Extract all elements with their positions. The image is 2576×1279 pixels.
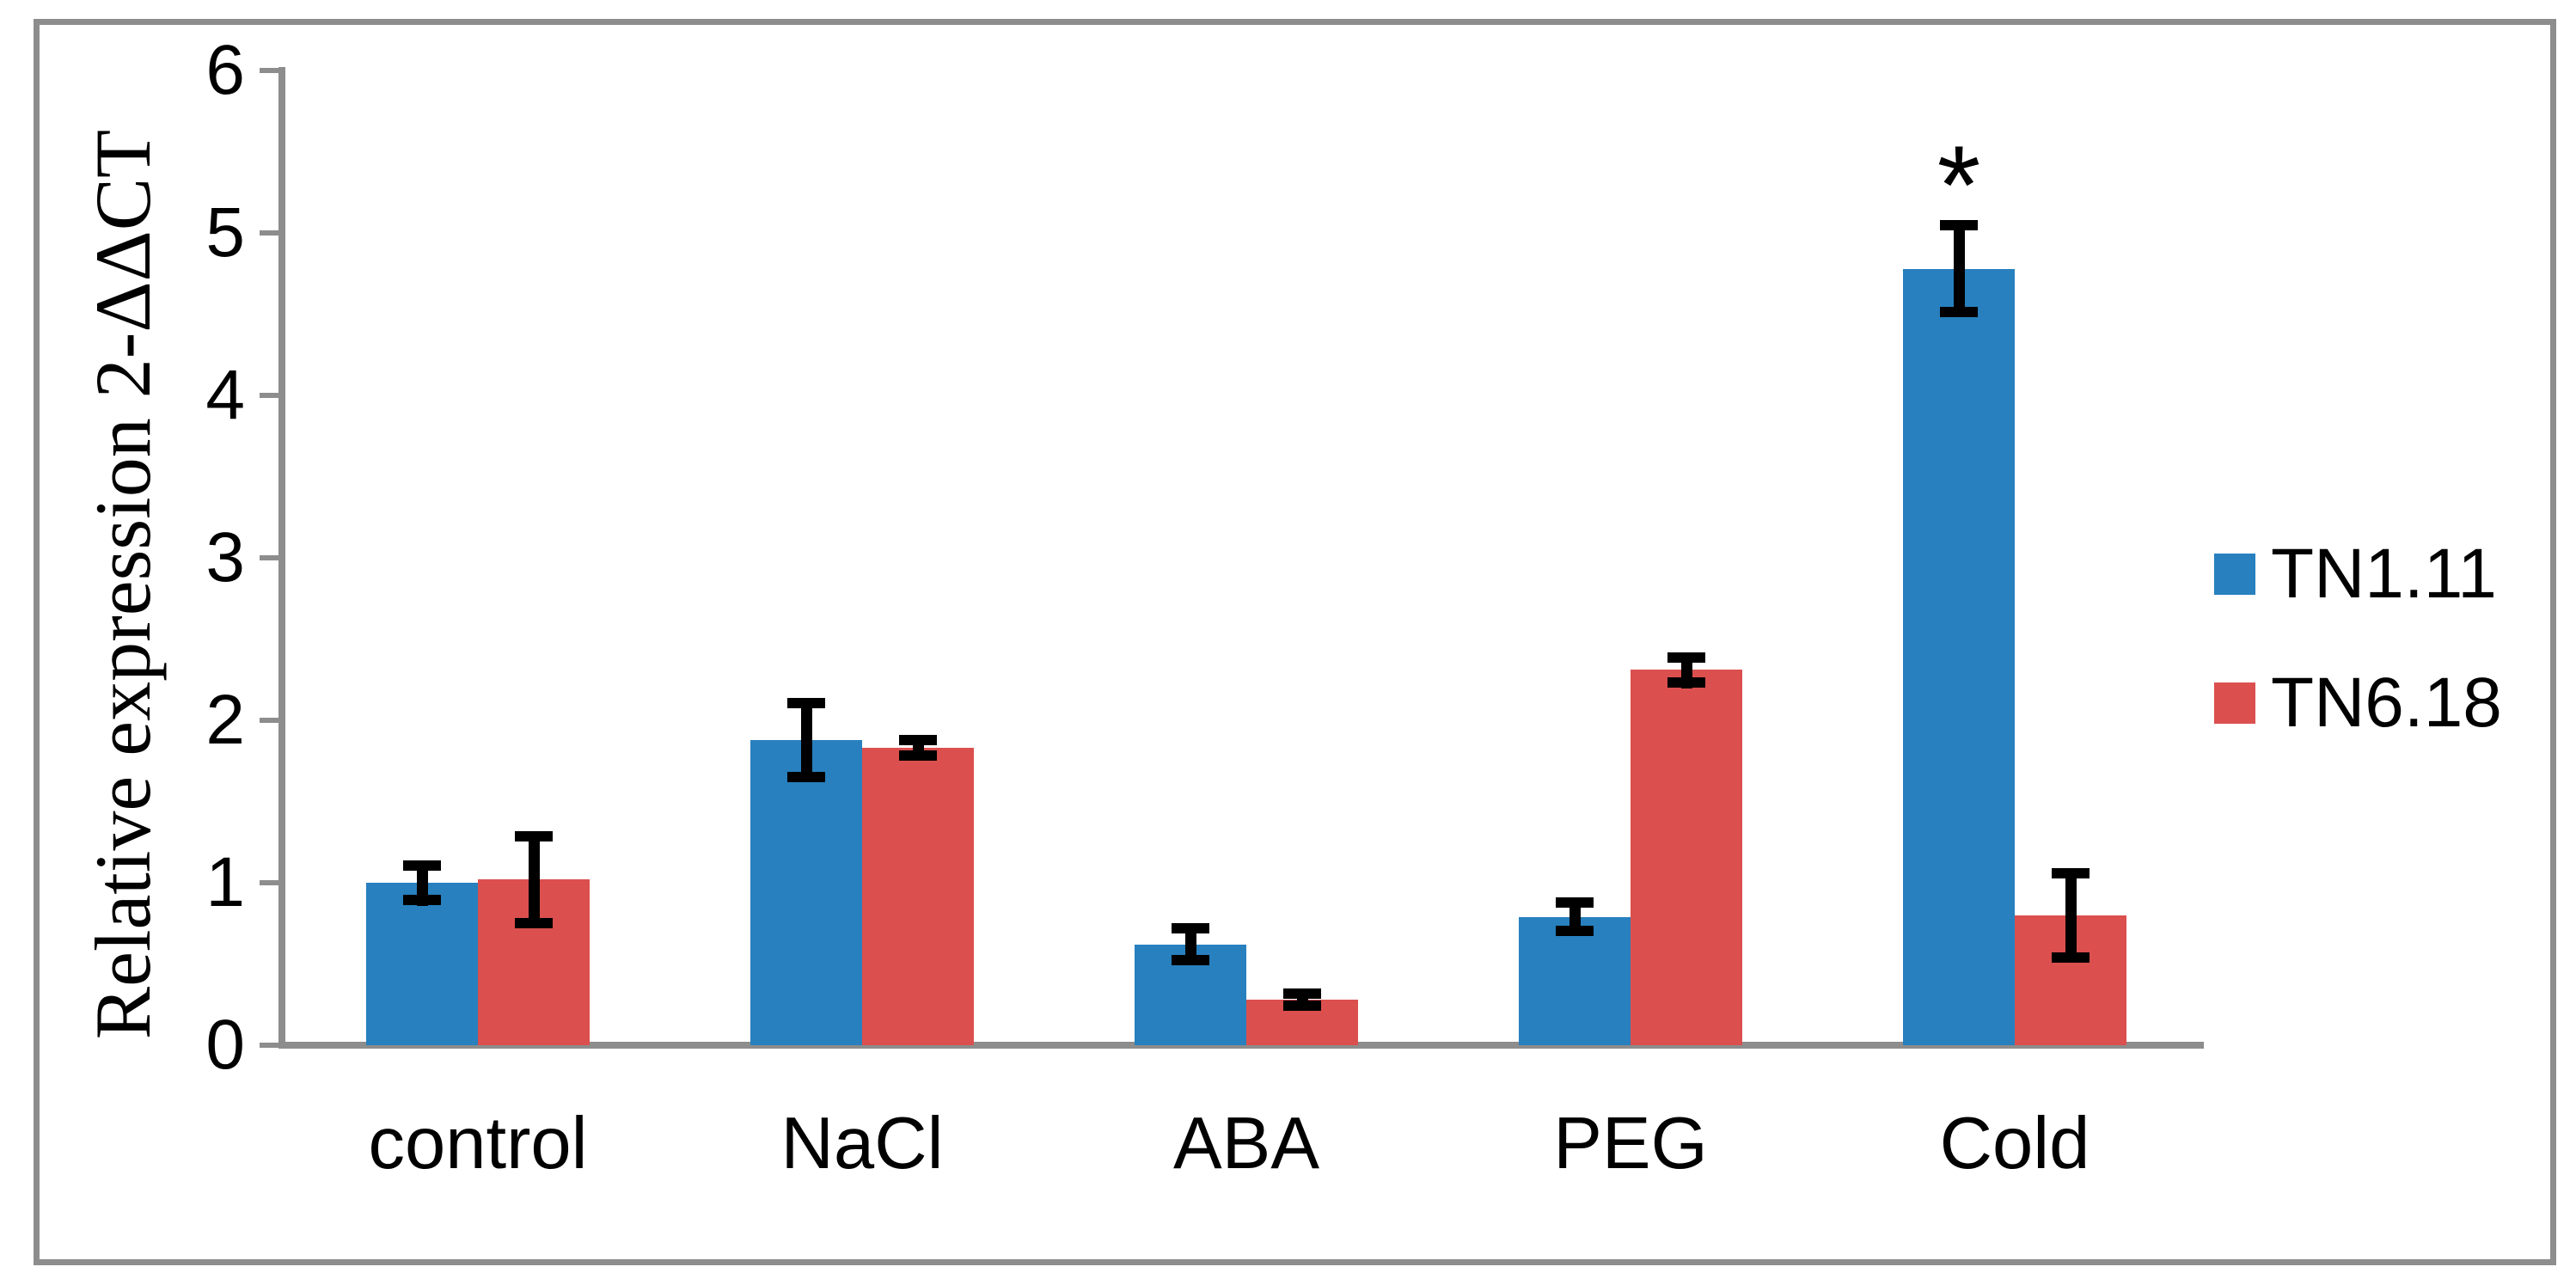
- y-tick-label-3: 3: [205, 518, 245, 597]
- x-axis-label-NaCl: NaCl: [780, 1103, 944, 1184]
- error-bar-TN6.18-ABA-cap-top: [1283, 988, 1321, 999]
- bar-TN6.18-NaCl: [862, 748, 974, 1045]
- error-bar-TN1.11-PEG-cap-top: [1556, 897, 1594, 908]
- legend-swatch-tn6-18: [2214, 682, 2255, 724]
- error-bar-TN1.11-Cold-stem: [1954, 220, 1965, 317]
- x-axis-line: [278, 1042, 2204, 1049]
- y-tick-label-1: 1: [205, 843, 245, 921]
- error-bar-TN1.11-NaCl-stem: [801, 698, 812, 782]
- error-bar-TN6.18-ABA-cap-bottom: [1283, 1001, 1321, 1011]
- bar-TN1.11-control: [366, 883, 478, 1045]
- y-tick-mark-1: [260, 880, 280, 885]
- bar-TN1.11-Cold: [1903, 269, 2015, 1045]
- error-bar-TN1.11-Cold-cap-top: [1940, 220, 1978, 230]
- error-bar-TN6.18-control-cap-bottom: [515, 918, 553, 928]
- error-bar-TN6.18-PEG-cap-top: [1667, 652, 1705, 663]
- error-bar-TN6.18-control-cap-top: [515, 831, 553, 841]
- error-bar-TN1.11-ABA-cap-top: [1172, 923, 1209, 933]
- x-axis-label-ABA: ABA: [1172, 1103, 1320, 1184]
- error-bar-TN1.11-ABA-cap-bottom: [1172, 955, 1209, 965]
- error-bar-TN6.18-Cold-cap-bottom: [2052, 952, 2090, 963]
- bar-TN1.11-NaCl: [750, 740, 862, 1045]
- bar-TN1.11-PEG: [1519, 917, 1631, 1045]
- x-axis-label-Cold: Cold: [1939, 1103, 2090, 1184]
- error-bar-TN6.18-control-stem: [529, 831, 540, 928]
- error-bar-TN1.11-control-cap-bottom: [403, 895, 441, 905]
- y-tick-label-4: 4: [205, 356, 245, 434]
- legend-swatch-tn1-11: [2214, 554, 2255, 595]
- legend-item-tn6-18: TN6.18: [2214, 658, 2502, 748]
- y-tick-mark-6: [260, 68, 280, 73]
- y-tick-label-2: 2: [205, 681, 245, 759]
- legend-item-tn1-11: TN1.11: [2214, 529, 2502, 619]
- legend-label-tn6-18: TN6.18: [2271, 664, 2502, 742]
- y-axis-line: [278, 67, 285, 1049]
- y-tick-mark-2: [260, 718, 280, 723]
- y-tick-mark-3: [260, 555, 280, 560]
- legend-label-tn1-11: TN1.11: [2271, 535, 2497, 613]
- legend: TN1.11 TN6.18: [2214, 529, 2502, 787]
- x-axis-label-PEG: PEG: [1553, 1103, 1708, 1184]
- error-bar-TN1.11-control-cap-top: [403, 860, 441, 871]
- y-tick-mark-5: [260, 230, 280, 236]
- error-bar-TN1.11-NaCl-cap-bottom: [787, 772, 825, 782]
- error-bar-TN1.11-control-stem: [417, 860, 428, 906]
- y-tick-mark-4: [260, 393, 280, 398]
- y-tick-label-5: 5: [205, 193, 245, 272]
- error-bar-TN1.11-PEG-cap-bottom: [1556, 926, 1594, 936]
- error-bar-TN1.11-ABA-stem: [1185, 923, 1196, 965]
- error-bar-TN6.18-Cold-stem: [2065, 868, 2077, 963]
- y-tick-label-0: 0: [205, 1006, 245, 1084]
- significance-asterisk: *: [1937, 122, 1981, 248]
- bar-TN6.18-PEG: [1631, 670, 1742, 1045]
- y-tick-mark-0: [260, 1043, 280, 1048]
- error-bar-TN1.11-Cold-cap-bottom: [1940, 307, 1978, 317]
- y-tick-label-6: 6: [205, 31, 245, 109]
- error-bar-TN6.18-NaCl-cap-bottom: [899, 750, 937, 761]
- error-bar-TN6.18-PEG-cap-bottom: [1667, 677, 1705, 688]
- error-bar-TN6.18-NaCl-cap-top: [899, 735, 937, 745]
- x-axis-label-control: control: [368, 1103, 588, 1184]
- error-bar-TN1.11-NaCl-cap-top: [787, 698, 825, 708]
- error-bar-TN6.18-Cold-cap-top: [2052, 868, 2090, 878]
- chart-outer-border: [34, 19, 2556, 1265]
